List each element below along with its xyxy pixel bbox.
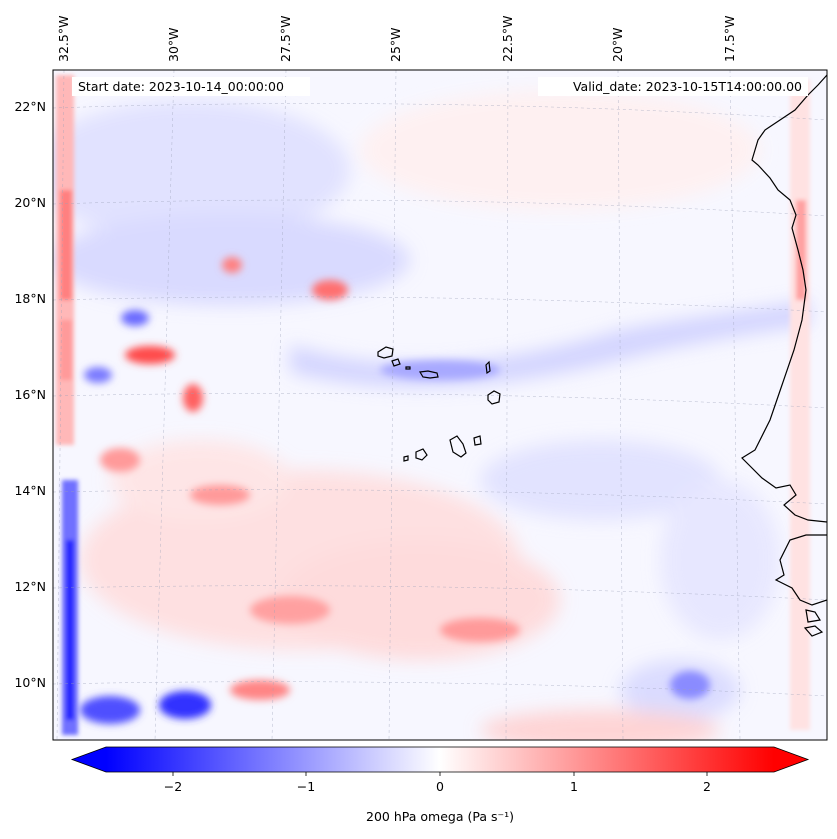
colorbar-tick-neg2: −2 — [164, 779, 182, 794]
lat-label-20n: 20°N — [14, 195, 46, 210]
island-santa-luzia — [405, 366, 411, 370]
lon-label-22-5w: 22.5°W — [500, 16, 515, 62]
lon-label-27-5w: 27.5°W — [278, 16, 293, 62]
lon-label-20w: 20°W — [610, 27, 625, 62]
convective-cells — [80, 257, 710, 724]
colorbar-ticks — [172, 772, 708, 776]
island-santiago — [449, 435, 467, 458]
colorbar-gradient — [106, 747, 774, 772]
island-sao-vicente — [391, 358, 401, 367]
edge-artifacts — [56, 75, 810, 735]
omega-field: Start date: 2023-10-14_00:00:00 Valid_da… — [53, 70, 827, 740]
start-date-label: Start date: 2023-10-14_00:00:00 — [78, 79, 284, 94]
island-santo-antao — [377, 346, 394, 359]
colorbar-tick-neg1: −1 — [297, 779, 315, 794]
longitude-labels: 32.5°W 30°W 27.5°W 25°W 22.5°W 20°W 17.5… — [56, 16, 737, 62]
colorbar-tick-0: 0 — [436, 779, 444, 794]
lat-label-10n: 10°N — [14, 675, 46, 690]
lon-label-17-5w: 17.5°W — [722, 16, 737, 62]
colorbar-extend-positive — [774, 747, 808, 772]
colorbar: −2 −1 0 1 2 200 hPa omega (Pa s⁻¹) — [70, 746, 810, 824]
lat-label-18n: 18°N — [14, 291, 46, 306]
latitude-labels: 22°N 20°N 18°N 16°N 14°N 12°N 10°N — [14, 99, 46, 690]
gridlines — [53, 70, 827, 740]
cape-verde-islands — [377, 346, 501, 462]
colorbar-tick-1: 1 — [570, 779, 578, 794]
start-date-box — [72, 77, 310, 96]
west-africa-coastline — [741, 74, 827, 637]
island-maio — [473, 435, 482, 446]
lat-label-22n: 22°N — [14, 99, 46, 114]
island-boa-vista — [487, 390, 501, 405]
lon-label-32-5w: 32.5°W — [56, 16, 71, 62]
island-fogo — [415, 448, 428, 461]
valid-date-box — [538, 77, 808, 96]
lat-label-16n: 16°N — [14, 387, 46, 402]
colorbar-label: 200 hPa omega (Pa s⁻¹) — [366, 809, 514, 824]
colorbar-extend-negative — [72, 747, 106, 772]
colorbar-tick-2: 2 — [703, 779, 711, 794]
lon-label-30w: 30°W — [166, 27, 181, 62]
lat-label-12n: 12°N — [14, 579, 46, 594]
lon-label-25w: 25°W — [388, 27, 403, 62]
island-sao-nicolau — [419, 370, 439, 379]
island-sal — [485, 360, 491, 375]
island-brava — [403, 455, 409, 462]
lat-label-14n: 14°N — [14, 483, 46, 498]
colorbar-outline — [70, 746, 810, 773]
map-frame — [52, 69, 828, 741]
valid-date-label: Valid_date: 2023-10-15T14:00:00.00 — [573, 79, 802, 94]
